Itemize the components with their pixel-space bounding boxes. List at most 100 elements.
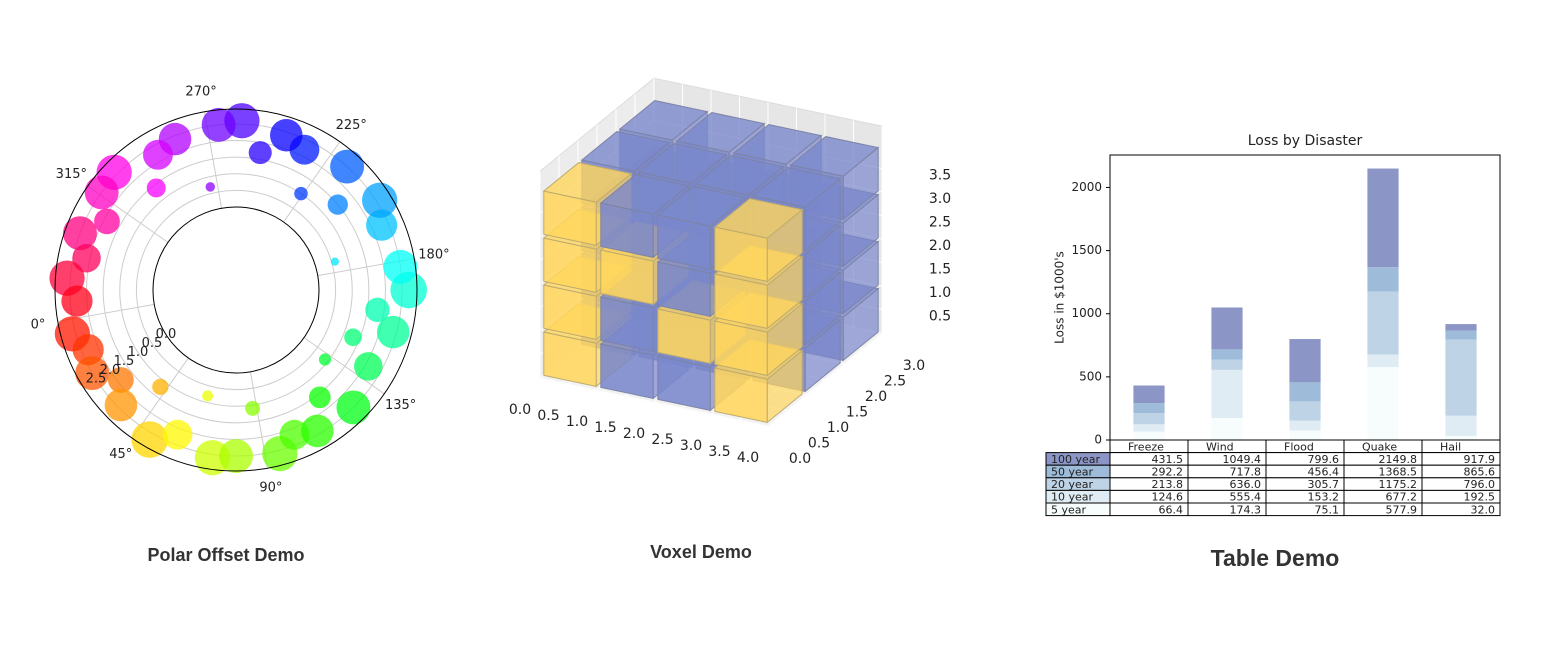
bar-segment (1289, 401, 1321, 421)
bar-segment (1445, 435, 1477, 440)
voxel-front (600, 296, 654, 353)
point (219, 439, 253, 474)
table-value: 456.4 (1308, 466, 1340, 479)
bar-segment (1445, 339, 1477, 416)
voxel-front (714, 273, 768, 330)
grid-line (283, 141, 341, 223)
point (383, 249, 418, 284)
grid-circle (135, 189, 337, 391)
y-tick-label: 0.5 (808, 436, 830, 452)
bar-segment (1133, 385, 1165, 404)
x-tick-label: 0.5 (537, 408, 559, 424)
point (366, 209, 398, 241)
point (72, 243, 101, 273)
legend-label: 50 year (1051, 466, 1094, 479)
point (376, 315, 410, 349)
point (162, 419, 193, 450)
point (245, 400, 261, 416)
r-tick-label: 1.0 (128, 345, 149, 360)
voxel-front (657, 261, 711, 318)
point (294, 186, 308, 201)
caption[interactable]: Polar Offset Demo (147, 545, 304, 565)
r-tick-label: 0.5 (142, 336, 163, 351)
point (248, 141, 272, 165)
y-tick-label: 3.0 (903, 358, 925, 374)
table-column-label: Wind (1206, 440, 1234, 453)
chart-title: Loss by Disaster (1248, 133, 1363, 149)
legend-label: 5 year (1051, 503, 1087, 516)
z-tick-label: 2.5 (929, 215, 951, 231)
point (63, 216, 97, 251)
point (75, 356, 110, 390)
grid-circle (119, 173, 353, 407)
point (330, 257, 340, 266)
legend-label: 10 year (1051, 491, 1094, 504)
table-value: 799.6 (1308, 453, 1340, 466)
x-tick-label: 3.5 (708, 444, 730, 460)
legend-label: 20 year (1051, 478, 1094, 491)
bar-segment (1289, 430, 1321, 440)
voxel-front (543, 284, 597, 341)
point (107, 367, 134, 393)
x-tick-label: 0.0 (509, 402, 531, 418)
point (270, 118, 303, 152)
grid-line (303, 337, 385, 395)
y-tick-label: 2.0 (865, 389, 887, 405)
bar-segment (1133, 431, 1165, 440)
table-value: 213.8 (1152, 478, 1184, 491)
theta-tick-label: 45° (109, 447, 132, 462)
table-value: 636.0 (1230, 478, 1262, 491)
x-tick-label: 3.0 (680, 438, 702, 454)
bar-segment (1133, 424, 1165, 432)
voxel-front (600, 343, 654, 400)
bar-segment (1289, 339, 1321, 383)
table-value: 153.2 (1308, 491, 1340, 504)
table-value: 677.2 (1386, 491, 1418, 504)
x-tick-label: 2.0 (623, 426, 645, 442)
table-value: 292.2 (1152, 466, 1184, 479)
z-tick-label: 3.5 (929, 168, 951, 184)
point (146, 178, 166, 198)
bar-segment (1211, 359, 1243, 370)
bar-segment (1211, 349, 1243, 360)
point (61, 285, 93, 317)
voxel-front (714, 320, 768, 377)
legend-label: 100 year (1051, 453, 1101, 466)
point (301, 414, 334, 448)
table-value: 1368.5 (1379, 466, 1418, 479)
voxel-front (543, 331, 597, 388)
voxel-front (543, 190, 597, 247)
outer-spine (54, 108, 418, 472)
y-tick-label: 1.0 (827, 420, 849, 436)
highlighted-voxel (713, 198, 804, 283)
theta-tick-label: 90° (259, 480, 282, 495)
bar-segment (1133, 413, 1165, 425)
bar-segment (1445, 415, 1477, 436)
point (104, 388, 138, 422)
y-tick-label: 1.5 (846, 405, 868, 421)
caption[interactable]: Table Demo (1211, 545, 1340, 571)
point (308, 386, 331, 409)
x-tick-label: 2.5 (651, 432, 673, 448)
r-tick-label: 2.0 (100, 363, 121, 378)
point (205, 182, 216, 192)
point (202, 390, 214, 402)
theta-tick-label: 135° (385, 398, 416, 413)
caption[interactable]: Voxel Demo (650, 542, 752, 562)
r-tick-label: 1.5 (114, 354, 135, 369)
voxel-front (657, 214, 711, 271)
point (365, 297, 390, 323)
y-axis-label: Loss in $1000's (1053, 251, 1067, 344)
table-value: 865.6 (1464, 466, 1496, 479)
bar-segment (1289, 420, 1321, 431)
point (344, 328, 362, 347)
table-value: 555.4 (1230, 491, 1262, 504)
grid-circle (102, 156, 370, 424)
bar-segment (1211, 307, 1243, 350)
table-value: 32.0 (1471, 503, 1496, 516)
table-column-label: Hail (1440, 440, 1461, 453)
bar-segment (1367, 267, 1399, 292)
point (362, 182, 398, 218)
bar-segment (1211, 417, 1243, 440)
